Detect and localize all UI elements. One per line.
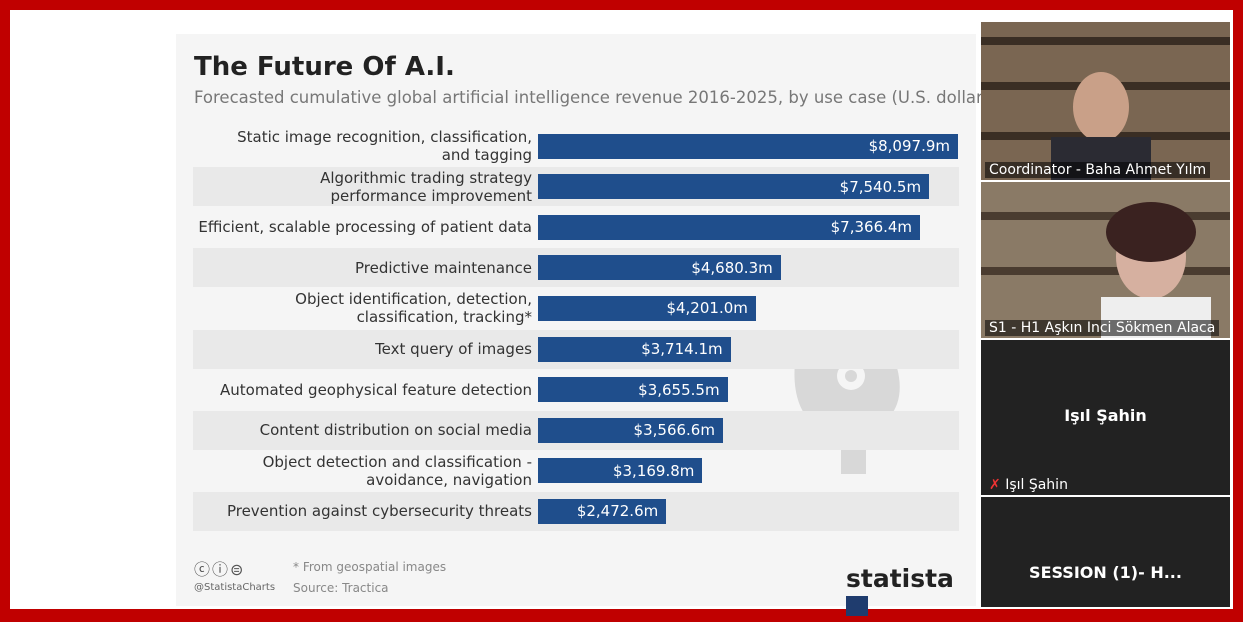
participant-name: Işıl Şahin: [1064, 406, 1147, 425]
brand: statista: [846, 564, 976, 622]
video-tile[interactable]: Coordinator - Baha Ahmet Yılm: [981, 22, 1230, 180]
category-label: Efficient, scalable processing of patien…: [198, 218, 532, 237]
license-icons: ⓒⓘ⊜: [194, 560, 246, 579]
category-label: Prevention against cybersecurity threats: [226, 502, 532, 521]
participant-label: ✗ Işıl Şahin: [989, 477, 1068, 493]
category-label: Object detection and classification - av…: [262, 452, 532, 489]
video-feed: [981, 22, 1230, 180]
bar: [538, 377, 728, 403]
value-label: $2,472.6m: [576, 502, 659, 521]
category-label: Text query of images: [375, 340, 532, 358]
bar: [538, 417, 723, 443]
value-label: $3,655.5m: [638, 380, 720, 399]
participant-label: Coordinator - Baha Ahmet Yılm: [985, 162, 1211, 178]
value-label: $7,540.5m: [839, 177, 922, 196]
handle: @StatistaCharts: [194, 582, 276, 593]
bar: [538, 255, 781, 281]
value-label: $4,201.0m: [666, 299, 748, 318]
category-label: Static image recognition, classification…: [237, 128, 532, 164]
chart-title: The Future Of A.I.: [194, 52, 455, 82]
video-tile[interactable]: SESSION (1)- H...: [981, 497, 1230, 607]
participant-label: S1 - H1 Aşkın Inci Sökmen Alaca: [985, 320, 1220, 336]
footnote: * From geospatial images: [293, 560, 447, 574]
chart-subtitle: Forecasted cumulative global artificial …: [194, 88, 998, 107]
category-label: Predictive maintenance: [355, 258, 532, 277]
category-label: Object identification, detection, classi…: [295, 290, 532, 327]
category-label: Algorithmic trading strategy performance…: [320, 168, 532, 205]
source: Source: Tractica: [293, 581, 389, 595]
value-label: $4,680.3m: [691, 258, 773, 277]
category-label: Content distribution on social media: [259, 421, 532, 440]
video-tile[interactable]: S1 - H1 Aşkın Inci Sökmen Alaca: [981, 182, 1230, 338]
value-label: $3,169.8m: [612, 461, 695, 480]
bar: [538, 498, 667, 524]
brand-text: statista: [846, 564, 954, 593]
category-label: Automated geophysical feature detection: [220, 380, 532, 399]
value-label: $3,714.1m: [641, 340, 723, 358]
participant-label-text: Işıl Şahin: [1005, 477, 1068, 493]
value-label: $8,097.9m: [868, 137, 950, 155]
watermark: [794, 341, 900, 474]
video-feed: [981, 182, 1230, 338]
bar: [538, 214, 921, 240]
chart: The Future Of A.I. Forecasted cumulative…: [176, 34, 998, 616]
participant-name: SESSION (1)- H...: [1029, 563, 1182, 582]
value-label: $7,366.4m: [830, 218, 913, 237]
bar: [538, 133, 958, 159]
video-tile[interactable]: Işıl Şahin ✗ Işıl Şahin: [981, 340, 1230, 495]
bar: [538, 458, 703, 484]
bar: [538, 295, 756, 321]
bar: [538, 336, 731, 362]
bar: [538, 174, 930, 200]
value-label: $3,566.6m: [633, 421, 715, 440]
